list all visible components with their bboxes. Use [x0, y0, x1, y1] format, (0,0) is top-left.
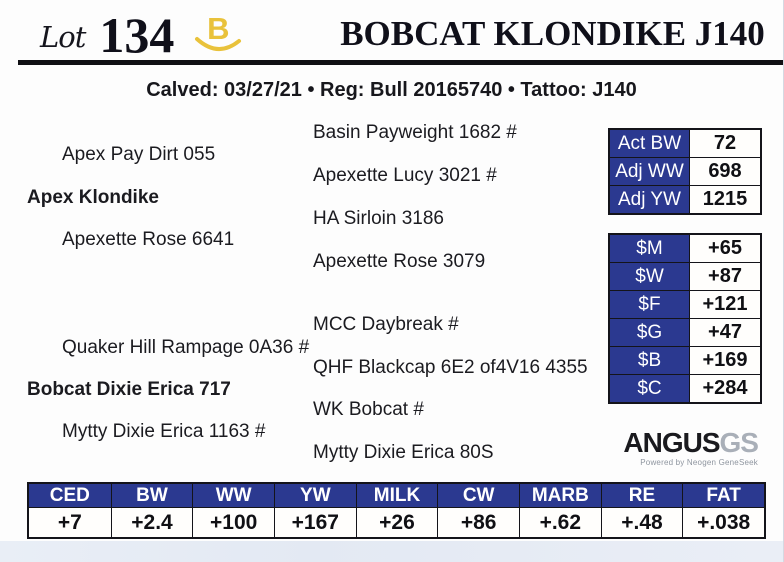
scan-background-strip	[0, 541, 783, 562]
dollar-row: $F +121	[610, 290, 760, 318]
dollar-row-label: $C	[610, 375, 690, 402]
dollar-row-value: +121	[690, 291, 760, 318]
dollar-row-label: $G	[610, 319, 690, 346]
dollar-values-table: $M +65 $W +87 $F +121 $G +47 $B +169 $C …	[608, 233, 762, 404]
epd-column-header: CED	[29, 484, 111, 507]
epd-column-header: CW	[437, 484, 519, 507]
weights-row: Act BW 72	[610, 130, 760, 157]
weights-row: Adj WW 698	[610, 157, 760, 185]
dollar-row: $M +65	[610, 235, 760, 262]
brand-letter: B	[207, 11, 230, 46]
pedigree-dam: Bobcat Dixie Erica 717	[27, 379, 231, 400]
epd-value-row: +7 +2.4 +100 +167 +26 +86 +.62 +.48 +.03…	[29, 507, 764, 537]
pedigree-dam-dam-sire: WK Bobcat #	[313, 399, 424, 420]
weights-row-label: Adj WW	[610, 158, 690, 185]
epd-column-header: YW	[273, 484, 356, 507]
pedigree-sire-sire-sire: Basin Payweight 1682 #	[313, 122, 517, 143]
lot-label: Lot	[40, 20, 86, 54]
pedigree-sire-sire-dam: Apexette Lucy 3021 #	[313, 165, 497, 186]
epd-value: +100	[192, 508, 274, 537]
dollar-row: $B +169	[610, 346, 760, 374]
dollar-row-value: +65	[690, 235, 760, 262]
epd-header-row: CED BW WW YW MILK CW MARB RE FAT	[29, 484, 764, 507]
epd-value: +.48	[600, 508, 683, 537]
dollar-row: $G +47	[610, 318, 760, 346]
pedigree-dam-dam: Mytty Dixie Erica 1163 #	[62, 421, 266, 442]
angus-logo-tagline: Powered by Neogen GeneSeek	[640, 458, 758, 467]
epd-value: +2.4	[110, 508, 193, 537]
epd-value: +.038	[682, 508, 764, 537]
epd-column-header: RE	[600, 484, 683, 507]
dollar-row: $C +284	[610, 374, 760, 402]
pedigree-dam-sire-dam: QHF Blackcap 6E2 of4V16 4355	[313, 357, 588, 378]
lot-block: Lot 134 B	[40, 8, 242, 60]
epd-column-header: WW	[192, 484, 274, 507]
epd-value: +167	[273, 508, 356, 537]
pedigree-sire-sire: Apex Pay Dirt 055	[62, 144, 216, 165]
epd-column-header: FAT	[682, 484, 764, 507]
pedigree-sire-dam: Apexette Rose 6641	[62, 229, 235, 250]
angus-wordmark-suffix: GS	[719, 427, 759, 458]
dollar-row-value: +284	[690, 375, 760, 402]
pedigree-dam-sire: Quaker Hill Rampage 0A36 #	[62, 337, 310, 358]
pedigree-sire-dam-sire: HA Sirloin 3186	[313, 208, 444, 229]
ranch-brand-logo: B	[194, 12, 242, 60]
animal-subtitle: Calved: 03/27/21 • Reg: Bull 20165740 • …	[146, 79, 637, 101]
dollar-row-value: +87	[690, 263, 760, 290]
epd-column-header: MARB	[518, 484, 601, 507]
dollar-row-value: +169	[690, 347, 760, 374]
angus-wordmark-main: ANGUS	[623, 427, 720, 458]
dollar-row-value: +47	[690, 319, 760, 346]
dollar-row: $W +87	[610, 262, 760, 290]
pedigree-dam-sire-sire: MCC Daybreak #	[313, 314, 459, 335]
angus-gs-logo: ANGUSGS Powered by Neogen GeneSeek	[600, 427, 759, 467]
header-divider	[18, 60, 783, 65]
dollar-row-label: $W	[610, 263, 690, 290]
brand-smile-arc-icon	[195, 37, 242, 51]
dollar-row-label: $M	[610, 235, 690, 262]
epd-value: +7	[29, 508, 111, 537]
epd-column-header: MILK	[355, 484, 438, 507]
dollar-row-label: $B	[610, 347, 690, 374]
lot-number: 134	[99, 7, 175, 63]
pedigree-dam-dam-dam: Mytty Dixie Erica 80S	[313, 442, 494, 463]
weights-row-label: Adj YW	[610, 186, 690, 213]
page-title: BOBCAT KLONDIKE J140	[340, 14, 765, 53]
epd-value: +86	[437, 508, 519, 537]
pedigree-sire-dam-dam: Apexette Rose 3079	[313, 251, 486, 272]
epd-value: +.62	[518, 508, 601, 537]
epd-value: +26	[355, 508, 438, 537]
angus-gs-wordmark: ANGUSGS	[600, 427, 759, 458]
epd-column-header: BW	[110, 484, 193, 507]
weights-row-label: Act BW	[610, 130, 690, 157]
pedigree-sire: Apex Klondike	[27, 187, 159, 208]
weights-row-value: 72	[690, 130, 760, 157]
weights-row-value: 1215	[690, 186, 760, 213]
weights-row-value: 698	[690, 158, 760, 185]
weights-row: Adj YW 1215	[610, 185, 760, 213]
epd-table: CED BW WW YW MILK CW MARB RE FAT +7 +2.4…	[27, 482, 766, 539]
weights-table: Act BW 72 Adj WW 698 Adj YW 1215	[608, 128, 762, 215]
dollar-row-label: $F	[610, 291, 690, 318]
